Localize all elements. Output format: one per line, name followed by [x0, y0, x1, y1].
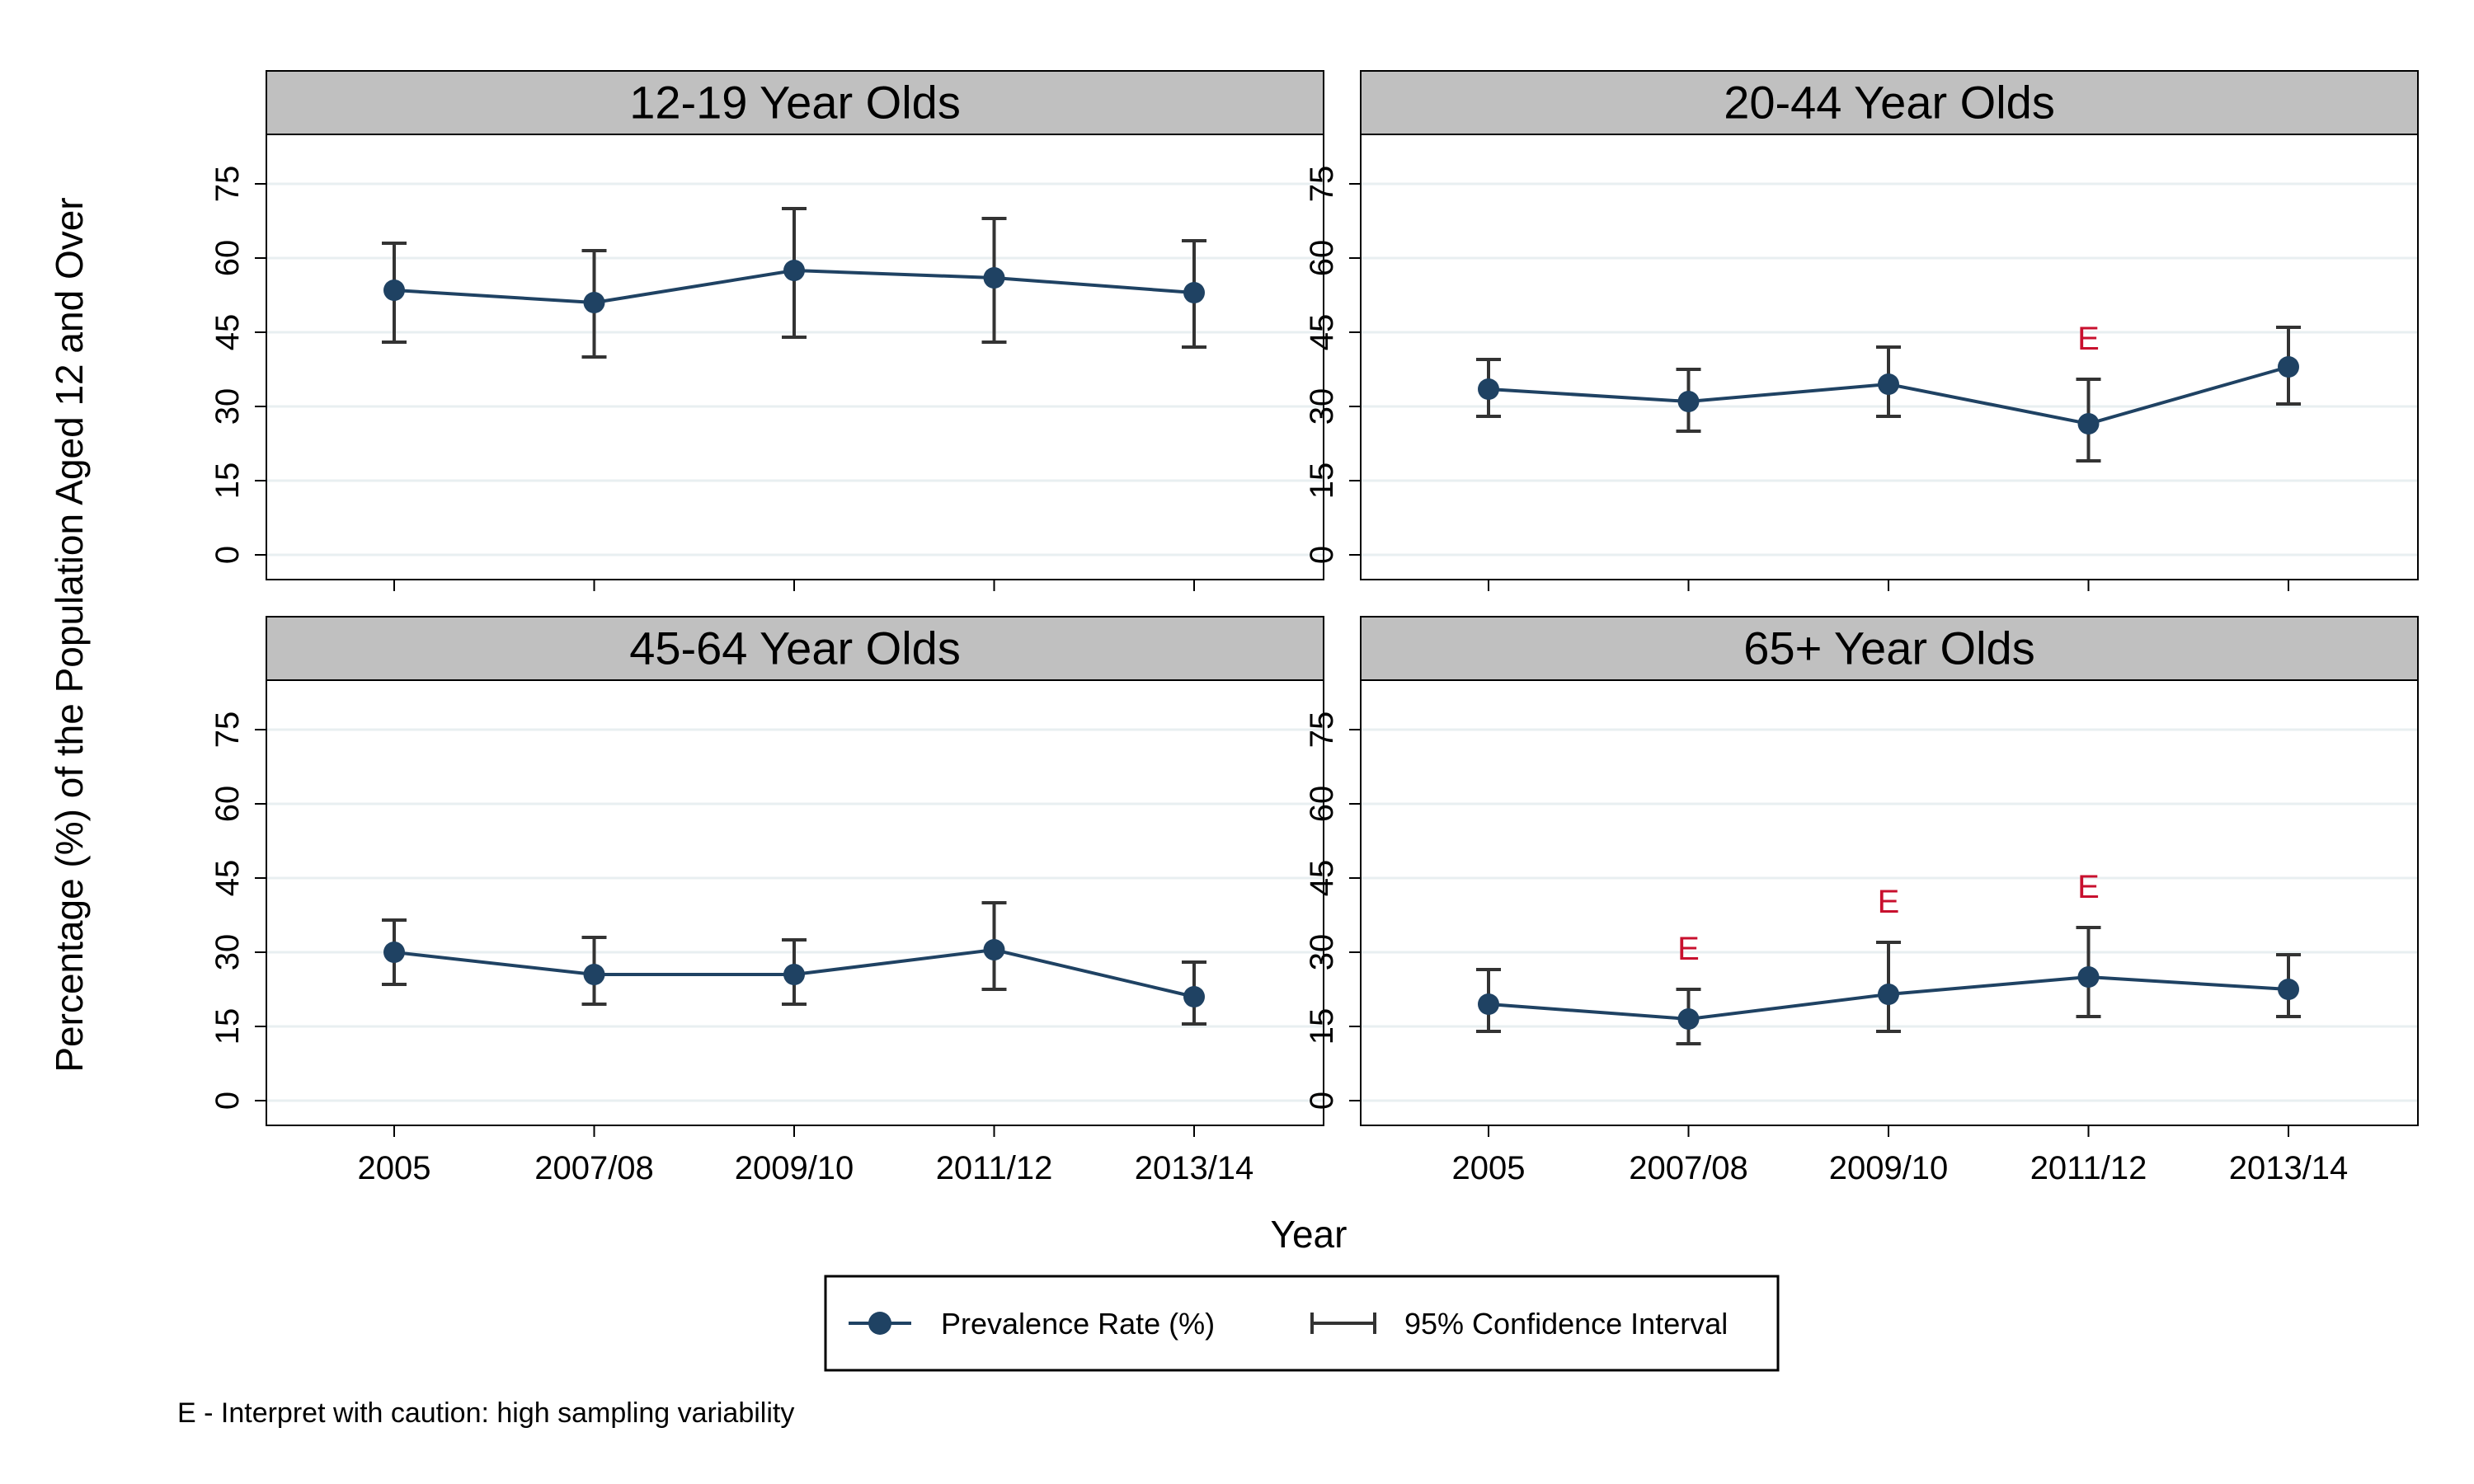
prevalence-point — [1878, 984, 1899, 1005]
prevalence-point — [1478, 993, 1499, 1015]
x-tick-label: 2005 — [1452, 1150, 1526, 1186]
y-tick-label: 30 — [209, 934, 246, 971]
x-tick-label: 2011/12 — [936, 1150, 1053, 1186]
x-tick-label: 2011/12 — [2030, 1150, 2147, 1186]
footnote: E - Interpret with caution: high samplin… — [177, 1397, 794, 1429]
panel-3: 45-64 Year Olds 0 15 30 45 60 75 2005 2007/08 200… — [209, 616, 1324, 1186]
caution-flag: E — [1878, 884, 1900, 920]
y-tick-label: 45 — [1304, 860, 1340, 897]
prevalence-point — [583, 292, 605, 313]
y-tick-label: 15 — [1304, 1008, 1340, 1045]
y-tick-label: 60 — [1304, 240, 1340, 277]
prevalence-point — [1183, 282, 1205, 303]
y-tick-label: 45 — [209, 860, 246, 897]
y-tick-label: 0 — [1304, 1092, 1340, 1110]
y-tick-label: 60 — [1304, 786, 1340, 823]
y-tick-label: 60 — [209, 240, 246, 277]
y-tick-label: 30 — [1304, 934, 1340, 971]
prevalence-point — [783, 260, 805, 281]
plot-area — [266, 134, 1324, 580]
y-tick-label: 75 — [209, 166, 246, 203]
legend-label-ci: 95% Confidence Interval — [1404, 1307, 1728, 1341]
y-tick-label: 75 — [209, 711, 246, 749]
x-tick-label: 2013/14 — [1135, 1150, 1254, 1186]
panel-4: 65+ Year Olds 0 15 30 45 60 75 2005 2007/08 2009/… — [1304, 616, 2419, 1186]
y-tick-label: 30 — [1304, 388, 1340, 425]
panel-strip — [1360, 70, 2419, 135]
panel-strip — [1360, 616, 2419, 681]
x-tick-label: 2007/08 — [534, 1150, 654, 1186]
y-tick-label: 0 — [209, 1092, 246, 1110]
prevalence-point — [1677, 1008, 1700, 1030]
prevalence-point — [1677, 391, 1700, 412]
x-tick-label: 2009/10 — [735, 1150, 854, 1186]
panel-strip — [266, 616, 1324, 681]
y-tick-label: 15 — [209, 1008, 246, 1045]
panel-title: 12-19 Year Olds — [629, 77, 961, 129]
y-tick-label: 30 — [209, 388, 246, 425]
error-bar-icon — [1310, 1313, 1376, 1334]
y-tick-label: 0 — [1304, 546, 1340, 564]
prevalence-point — [1183, 986, 1205, 1007]
x-tick-label: 2007/08 — [1629, 1150, 1748, 1186]
panel-title: 65+ Year Olds — [1743, 622, 2034, 674]
y-axis-title: Percentage (%) of the Population Aged 12… — [48, 197, 91, 1072]
prevalence-point — [983, 939, 1005, 960]
caution-flag: E — [1677, 931, 1700, 967]
caution-flag: E — [2077, 321, 2100, 357]
panel-2: 20-44 Year Olds 0 15 30 45 60 75 E — [1304, 70, 2419, 591]
y-tick-label: 15 — [209, 463, 246, 500]
prevalence-point — [2278, 356, 2299, 378]
panel-title: 45-64 Year Olds — [629, 622, 961, 674]
y-tick-label: 60 — [209, 786, 246, 823]
x-axis-title: Year — [1271, 1213, 1348, 1256]
panel-1: 12-19 Year Olds 0 15 30 45 60 75 — [209, 70, 1324, 591]
x-tick-label: 2013/14 — [2229, 1150, 2349, 1186]
y-tick-label: 15 — [1304, 463, 1340, 500]
marker-dot-icon — [868, 1312, 891, 1335]
caution-flag: E — [2077, 869, 2100, 905]
panel-title: 20-44 Year Olds — [1724, 77, 2055, 129]
y-tick-label: 0 — [209, 546, 246, 564]
plot-area — [1360, 679, 2419, 1126]
x-tick-label: 2009/10 — [1829, 1150, 1949, 1186]
x-tick-label: 2005 — [358, 1150, 431, 1186]
panel-strip — [266, 70, 1324, 135]
prevalence-point — [983, 267, 1005, 289]
plot-area — [266, 679, 1324, 1126]
prevalence-point — [1878, 373, 1899, 395]
prevalence-point — [2278, 979, 2299, 1000]
y-tick-label: 75 — [1304, 166, 1340, 203]
prevalence-point — [2077, 966, 2100, 988]
prevalence-point — [1478, 378, 1499, 400]
prevalence-point — [383, 279, 405, 301]
prevalence-point — [2077, 413, 2100, 434]
y-tick-label: 45 — [209, 314, 246, 351]
prevalence-point — [383, 942, 405, 963]
legend-box — [824, 1275, 1780, 1372]
prevalence-point — [783, 964, 805, 985]
legend: Prevalence Rate (%) 95% Confidence Inter… — [824, 1275, 1780, 1372]
y-tick-label: 45 — [1304, 314, 1340, 351]
prevalence-point — [583, 964, 605, 985]
y-tick-label: 75 — [1304, 711, 1340, 749]
legend-label-prevalence: Prevalence Rate (%) — [941, 1307, 1215, 1341]
